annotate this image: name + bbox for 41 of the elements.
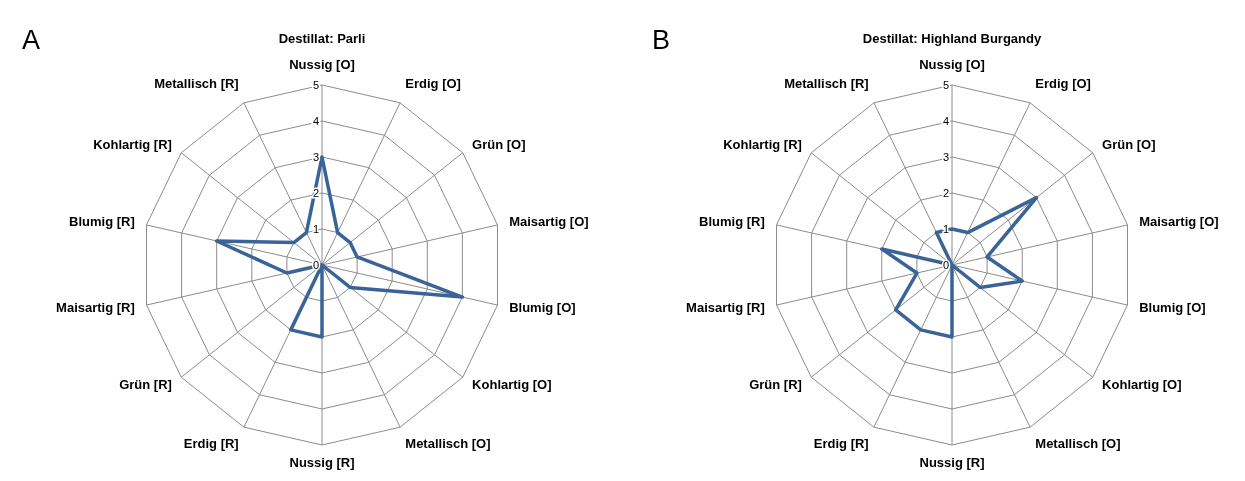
spoke-label: Erdig [O] <box>1035 76 1091 92</box>
spoke-label: Metallisch [O] <box>405 435 491 451</box>
spoke-label: Nussig [R] <box>289 455 355 470</box>
spoke-label: Nussig [R] <box>919 455 985 470</box>
y-tick-label: 4 <box>942 114 949 127</box>
spoke-label: Grün [O] <box>472 137 526 153</box>
chart-title: Destillat: Parli <box>278 31 366 46</box>
spoke-label: Metallisch [R] <box>154 76 239 92</box>
y-tick-label: 5 <box>312 78 319 91</box>
spoke-label: Erdig [O] <box>405 76 461 92</box>
spoke-label: Nussig [O] <box>289 57 355 72</box>
spoke-label: Erdig [R] <box>183 435 239 451</box>
spoke-label: Grün [R] <box>119 376 172 392</box>
text: A <box>22 25 41 55</box>
spoke-label: Nussig [O] <box>919 57 985 72</box>
spoke-label: Kohlartig [R] <box>93 137 172 153</box>
y-tick-label: 1 <box>312 222 319 235</box>
spoke-label: Grün [O] <box>1102 137 1156 153</box>
spoke-label: Blumig [R] <box>69 214 135 230</box>
spoke-label: Kohlartig [O] <box>472 376 552 392</box>
text: B <box>652 25 671 55</box>
spoke-label: Maisartig [O] <box>1139 214 1219 230</box>
y-tick-label: 5 <box>942 78 949 91</box>
y-tick-label: 2 <box>942 186 949 199</box>
spoke-label: Erdig [R] <box>813 435 869 451</box>
spoke-label: Metallisch [R] <box>784 76 869 92</box>
spoke-label: Blumig [O] <box>509 299 576 315</box>
y-tick-label: 4 <box>312 114 319 127</box>
spoke-label: Kohlartig [R] <box>723 137 802 153</box>
spoke-label: Blumig [R] <box>699 214 765 230</box>
spoke-label: Maisartig [O] <box>509 214 589 230</box>
spoke-label: Maisartig [R] <box>686 299 765 315</box>
y-tick-label: 3 <box>942 150 949 163</box>
spoke-label: Kohlartig [O] <box>1102 376 1182 392</box>
spoke-label: Grün [R] <box>749 376 802 392</box>
spoke-label: Metallisch [O] <box>1035 435 1121 451</box>
spoke-label: Maisartig [R] <box>56 299 135 315</box>
y-tick-label: 1 <box>942 222 949 235</box>
spoke-label: Blumig [O] <box>1139 299 1206 315</box>
chart-title: Destillat: Highland Burgandy <box>862 31 1042 46</box>
y-tick-label: 3 <box>312 150 319 163</box>
